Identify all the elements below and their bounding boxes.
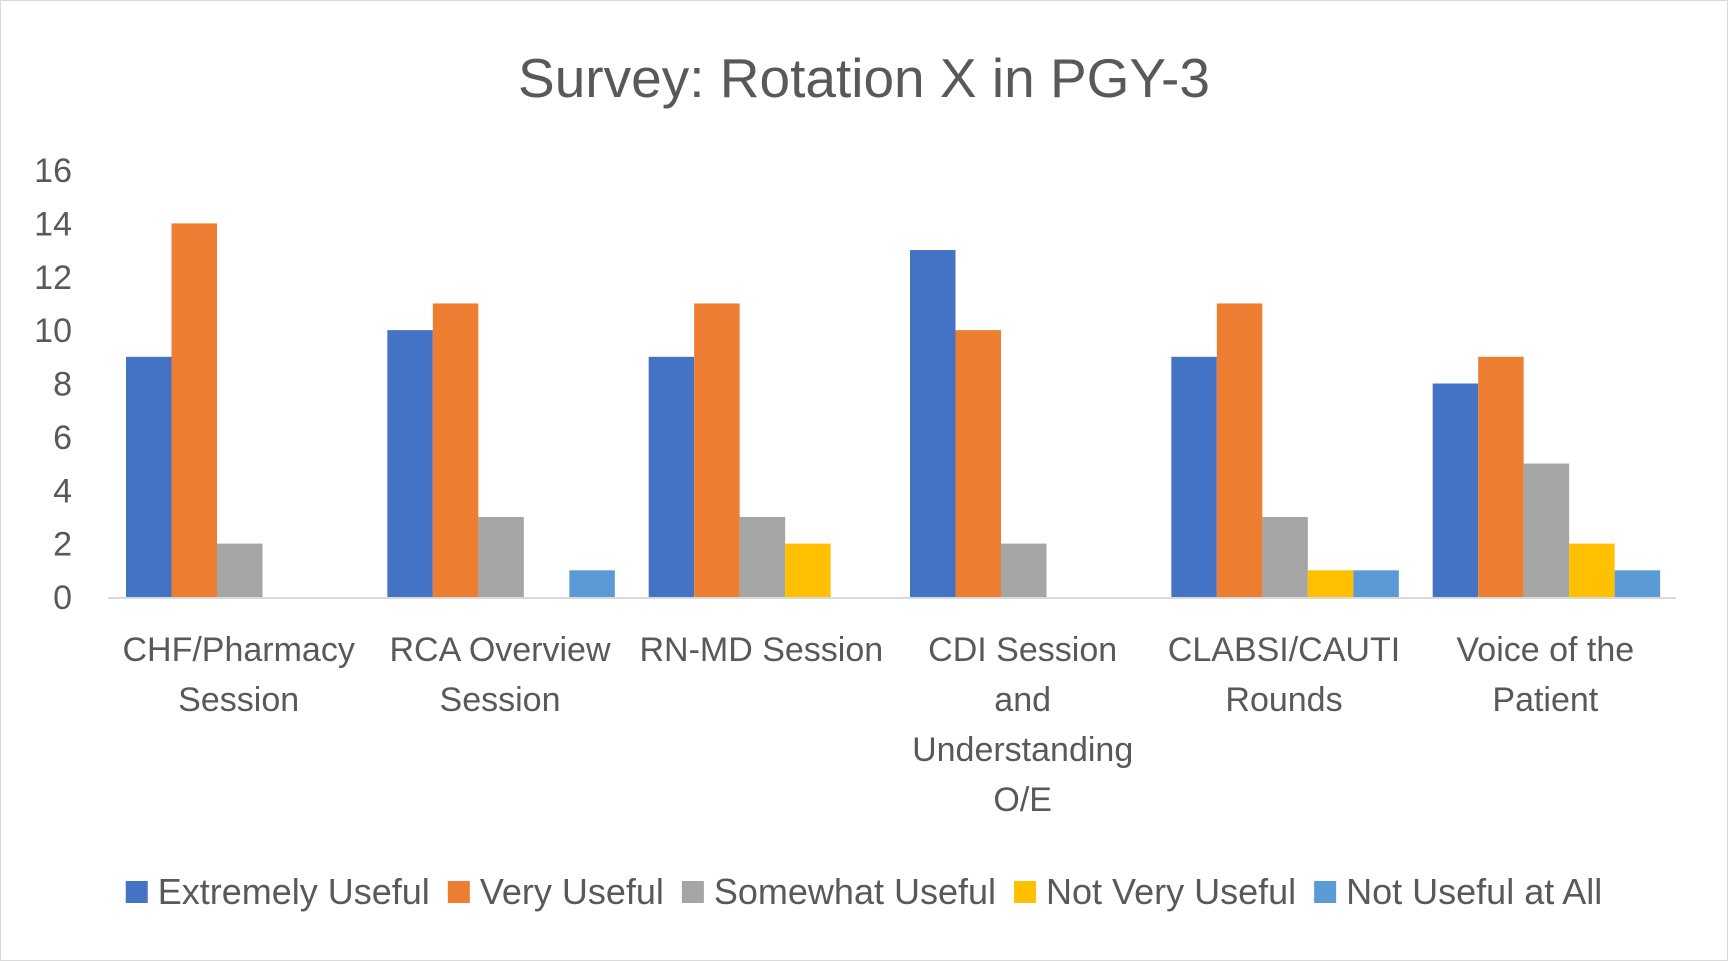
legend-label: Very Useful	[480, 871, 664, 912]
y-tick-label: 10	[34, 312, 72, 350]
category-label: Patient	[1492, 681, 1598, 719]
legend-item: Very Useful	[447, 871, 664, 912]
category-label: Session	[178, 681, 299, 719]
category-label: Voice of the	[1456, 631, 1634, 669]
legend: Extremely Useful Very Useful Somewhat Usef…	[125, 871, 1602, 912]
y-axis: 0 2 4 6 8 10 12 14 16	[34, 152, 72, 617]
chart-title: Survey: Rotation X in PGY-3	[518, 47, 1210, 109]
bar	[1171, 356, 1217, 597]
category-label: O/E	[993, 781, 1052, 819]
category-label: Session	[440, 681, 561, 719]
legend-swatch	[681, 881, 704, 903]
y-tick-label: 12	[34, 259, 72, 297]
bar	[1478, 356, 1524, 597]
legend-label: Somewhat Useful	[714, 871, 996, 912]
bar	[217, 543, 263, 597]
bar	[648, 356, 695, 597]
bar	[569, 570, 615, 597]
legend-item: Not Very Useful	[1014, 871, 1296, 912]
category-label: RCA Overview	[389, 631, 610, 669]
category-label: CDI Session	[928, 631, 1117, 669]
bar	[1569, 543, 1615, 597]
y-tick-label: 0	[53, 579, 72, 617]
bar	[1262, 516, 1308, 597]
legend-item: Somewhat Useful	[681, 871, 996, 912]
y-tick-label: 8	[53, 366, 72, 404]
x-axis: CHF/Pharmacy Session RCA Overview Session RN…	[122, 631, 1634, 819]
bar	[1432, 383, 1479, 597]
bar	[126, 356, 172, 597]
legend-swatch	[1014, 881, 1037, 903]
legend-swatch	[125, 881, 148, 903]
bar	[1307, 570, 1354, 597]
legend-item: Extremely Useful	[125, 871, 430, 912]
legend-label: Not Useful at All	[1346, 871, 1602, 912]
bar	[1614, 570, 1661, 597]
y-tick-label: 16	[34, 152, 72, 190]
category-label: Understanding	[912, 731, 1133, 769]
bar	[171, 223, 217, 597]
legend-swatch	[1314, 881, 1337, 903]
bar	[387, 330, 433, 597]
y-tick-label: 2	[53, 526, 72, 564]
bar	[739, 516, 786, 597]
bar	[694, 303, 740, 597]
legend-item: Not Useful at All	[1314, 871, 1602, 912]
category-label: Rounds	[1225, 681, 1342, 719]
bar	[432, 303, 479, 597]
bars	[126, 223, 1661, 597]
bar	[1001, 543, 1047, 597]
legend-swatch	[447, 881, 470, 903]
y-tick-label: 4	[53, 472, 72, 510]
y-tick-label: 6	[53, 419, 72, 457]
legend-label: Extremely Useful	[158, 871, 430, 912]
bar	[1523, 463, 1570, 597]
category-label: RN-MD Session	[639, 631, 883, 669]
category-label: CHF/Pharmacy	[122, 631, 354, 669]
y-tick-label: 14	[34, 205, 72, 243]
legend-label: Not Very Useful	[1046, 871, 1296, 912]
bar	[1216, 303, 1263, 597]
bar	[955, 330, 1001, 597]
bar	[478, 516, 524, 597]
bar	[910, 250, 956, 597]
bar	[1353, 570, 1399, 597]
bar	[785, 543, 831, 597]
category-label: and	[994, 681, 1051, 719]
category-label: CLABSI/CAUTI	[1168, 631, 1400, 669]
